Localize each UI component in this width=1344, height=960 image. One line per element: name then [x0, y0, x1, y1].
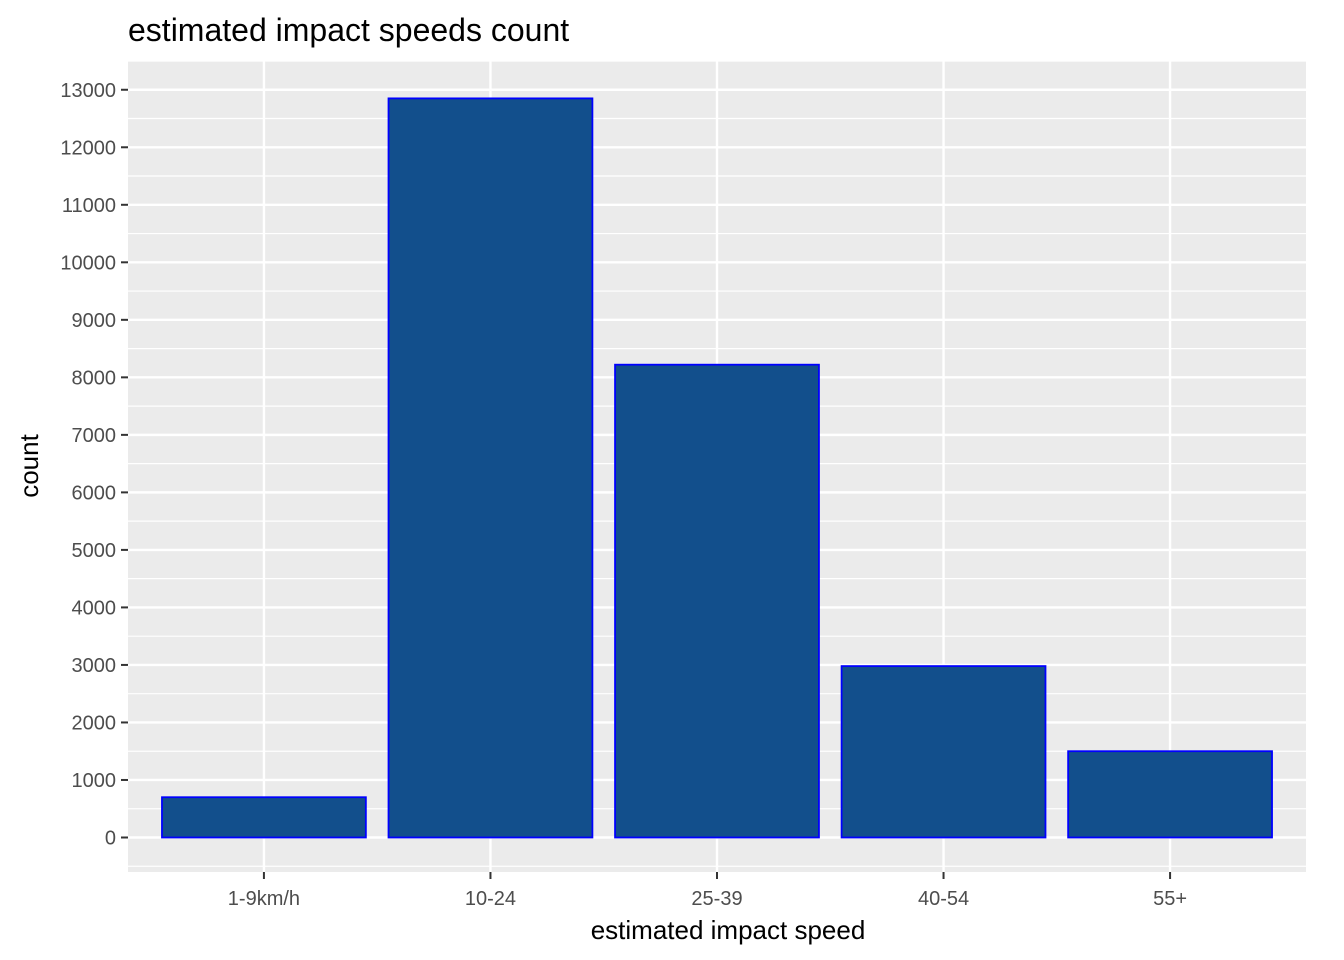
bar-10-24: [387, 97, 594, 839]
y-tick-label: 1000: [72, 770, 117, 792]
x-axis-title: estimated impact speed: [591, 915, 866, 945]
x-tick-label: 10-24: [465, 888, 516, 910]
y-tick-label: 12000: [60, 137, 116, 159]
x-tick-label: 25-39: [691, 888, 742, 910]
y-axis: 0 1000 2000 3000 4000 5000 6000 7000 8000 9000 100…: [60, 80, 128, 849]
y-axis-title: count: [14, 433, 44, 497]
bar-25-39: [614, 363, 820, 839]
bar-40-54: [840, 665, 1047, 839]
y-tick-label: 11000: [62, 195, 116, 217]
bars: [161, 97, 1273, 839]
chart-title: estimated impact speeds count: [128, 12, 569, 48]
x-tick-label: 55+: [1153, 888, 1187, 910]
y-tick-label: 10000: [60, 252, 116, 274]
x-tick-label: 1-9km/h: [228, 888, 300, 910]
y-tick-label: 6000: [72, 482, 117, 504]
x-tick-label: 40-54: [918, 888, 969, 910]
y-tick-label: 4000: [72, 597, 117, 619]
y-tick-label: 5000: [72, 540, 117, 562]
bar-1-9km/h: [161, 796, 367, 839]
y-tick-label: 13000: [60, 80, 116, 102]
y-tick-label: 2000: [72, 712, 117, 734]
y-tick-label: 7000: [72, 425, 117, 447]
y-tick-label: 0: [105, 827, 116, 849]
bar-55+: [1067, 750, 1273, 839]
y-tick-label: 9000: [72, 310, 117, 332]
y-tick-label: 8000: [72, 367, 117, 389]
y-tick-label: 3000: [72, 655, 117, 677]
x-axis: 1-9km/h 10-24 25-39 40-54 55+: [228, 872, 1187, 910]
